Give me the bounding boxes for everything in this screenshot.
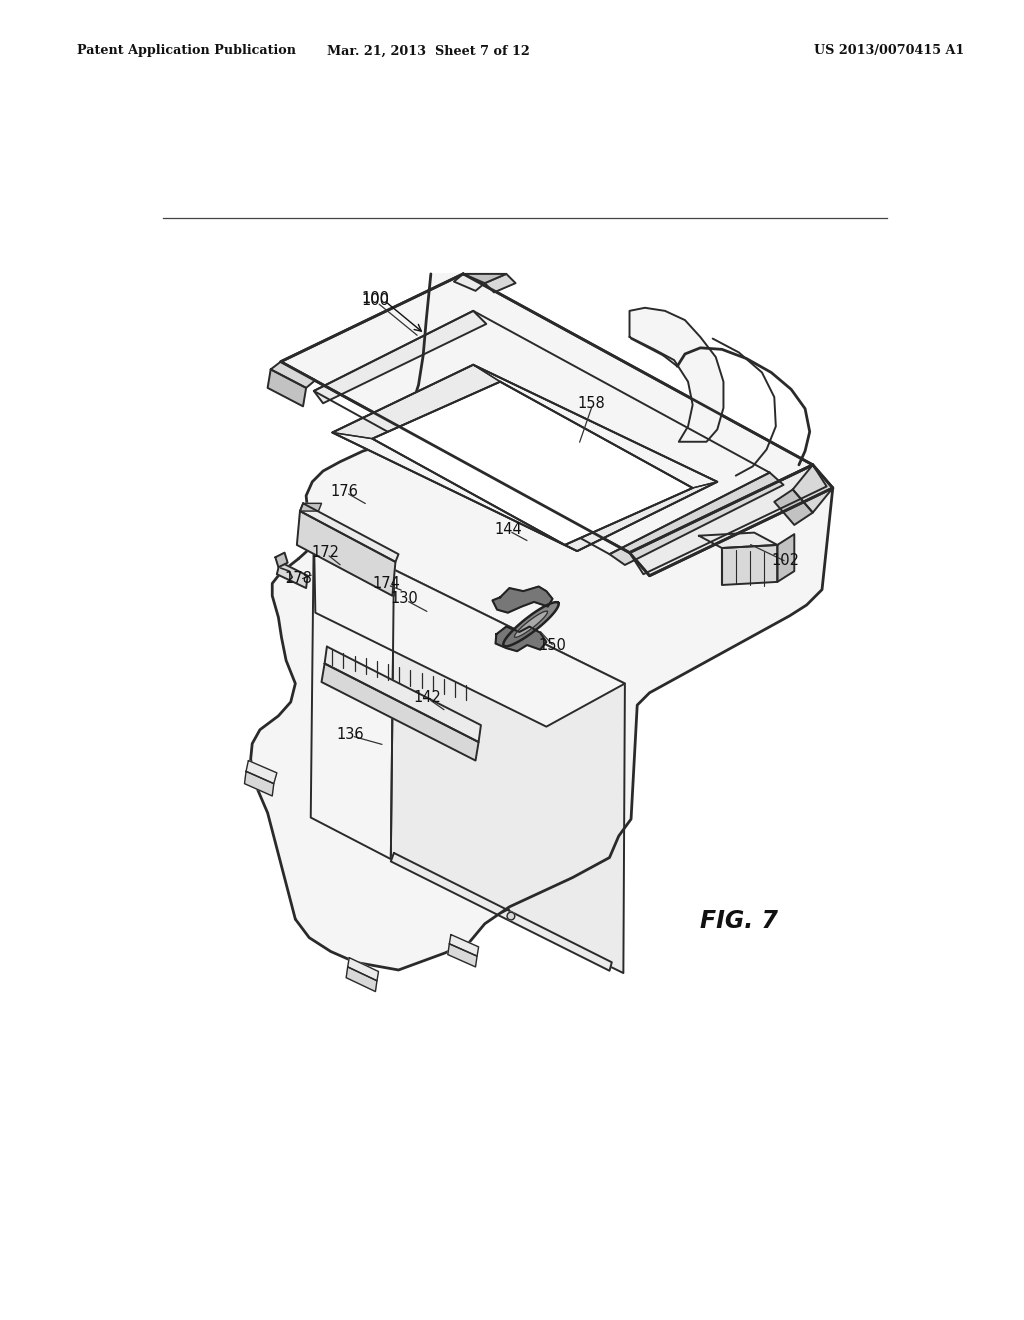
Polygon shape [609, 473, 783, 565]
Text: 102: 102 [771, 553, 799, 568]
Polygon shape [484, 275, 515, 293]
Polygon shape [698, 533, 777, 548]
Polygon shape [473, 364, 717, 488]
Polygon shape [267, 370, 306, 407]
Text: 100: 100 [361, 290, 389, 306]
Polygon shape [281, 275, 813, 553]
Polygon shape [496, 627, 547, 651]
Polygon shape [391, 570, 625, 973]
Polygon shape [463, 275, 506, 284]
Polygon shape [454, 275, 484, 290]
Polygon shape [565, 482, 717, 552]
Polygon shape [300, 503, 398, 562]
Polygon shape [793, 465, 833, 512]
Text: 130: 130 [391, 591, 419, 606]
Polygon shape [313, 312, 486, 404]
Polygon shape [450, 935, 478, 956]
Polygon shape [333, 433, 578, 552]
Polygon shape [270, 362, 315, 388]
Polygon shape [325, 647, 481, 742]
Text: Mar. 21, 2013  Sheet 7 of 12: Mar. 21, 2013 Sheet 7 of 12 [327, 45, 529, 57]
Polygon shape [300, 503, 322, 511]
Polygon shape [503, 602, 559, 647]
Polygon shape [774, 490, 813, 525]
Polygon shape [333, 364, 500, 438]
Polygon shape [630, 465, 833, 576]
Text: 144: 144 [494, 521, 522, 537]
Polygon shape [297, 511, 395, 595]
Text: 176: 176 [331, 483, 358, 499]
Polygon shape [630, 465, 826, 574]
Text: US 2013/0070415 A1: US 2013/0070415 A1 [814, 45, 964, 57]
Text: 100: 100 [361, 293, 389, 309]
Text: 142: 142 [413, 690, 441, 705]
Polygon shape [310, 528, 394, 859]
Polygon shape [246, 760, 276, 784]
Text: 136: 136 [336, 727, 364, 742]
Text: 174: 174 [373, 576, 400, 591]
Text: 150: 150 [539, 638, 566, 652]
Polygon shape [722, 545, 777, 585]
Polygon shape [346, 966, 377, 991]
Polygon shape [313, 528, 625, 726]
Polygon shape [251, 275, 833, 970]
Polygon shape [245, 771, 273, 796]
Circle shape [507, 912, 515, 920]
Polygon shape [493, 586, 553, 612]
Text: FIG. 7: FIG. 7 [699, 908, 778, 933]
Polygon shape [333, 364, 717, 552]
Text: 178: 178 [285, 570, 312, 586]
Polygon shape [514, 611, 548, 638]
Text: Patent Application Publication: Patent Application Publication [77, 45, 296, 57]
Polygon shape [373, 381, 692, 545]
Polygon shape [276, 562, 307, 589]
Text: 158: 158 [578, 396, 605, 411]
Polygon shape [391, 853, 611, 970]
Polygon shape [275, 553, 288, 568]
Polygon shape [777, 535, 795, 582]
Polygon shape [348, 958, 379, 981]
Text: 172: 172 [311, 545, 339, 560]
Polygon shape [447, 944, 477, 966]
Polygon shape [630, 308, 724, 442]
Polygon shape [322, 664, 478, 760]
